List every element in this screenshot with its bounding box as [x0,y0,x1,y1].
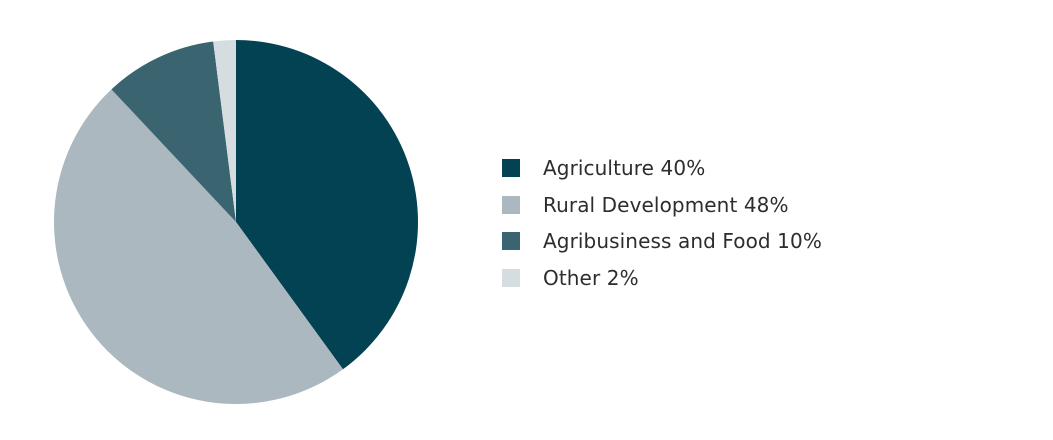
chart-legend: Agriculture 40% Rural Development 48% Ag… [502,150,822,296]
pie-slices [53,40,419,405]
legend-swatch-agriculture [502,159,520,178]
legend-label-rural-development: Rural Development 48% [543,192,789,217]
pie-slice-agribusiness-and-food [111,41,236,222]
legend-item-agribusiness-and-food: Agribusiness and Food 10% [502,223,822,260]
legend-label-other: Other 2% [543,265,639,290]
pie-slice-rural-development [53,89,343,405]
pie-slice-other [213,40,236,222]
legend-item-rural-development: Rural Development 48% [502,187,822,224]
legend-label-agribusiness-and-food: Agribusiness and Food 10% [543,229,822,254]
legend-item-agriculture: Agriculture 40% [502,150,822,187]
legend-item-other: Other 2% [502,260,822,297]
legend-swatch-agribusiness-and-food [502,232,520,251]
legend-label-agriculture: Agriculture 40% [543,156,706,181]
legend-swatch-other [502,268,520,287]
pie-slice-agriculture [236,40,419,370]
legend-swatch-rural-development [502,195,520,214]
